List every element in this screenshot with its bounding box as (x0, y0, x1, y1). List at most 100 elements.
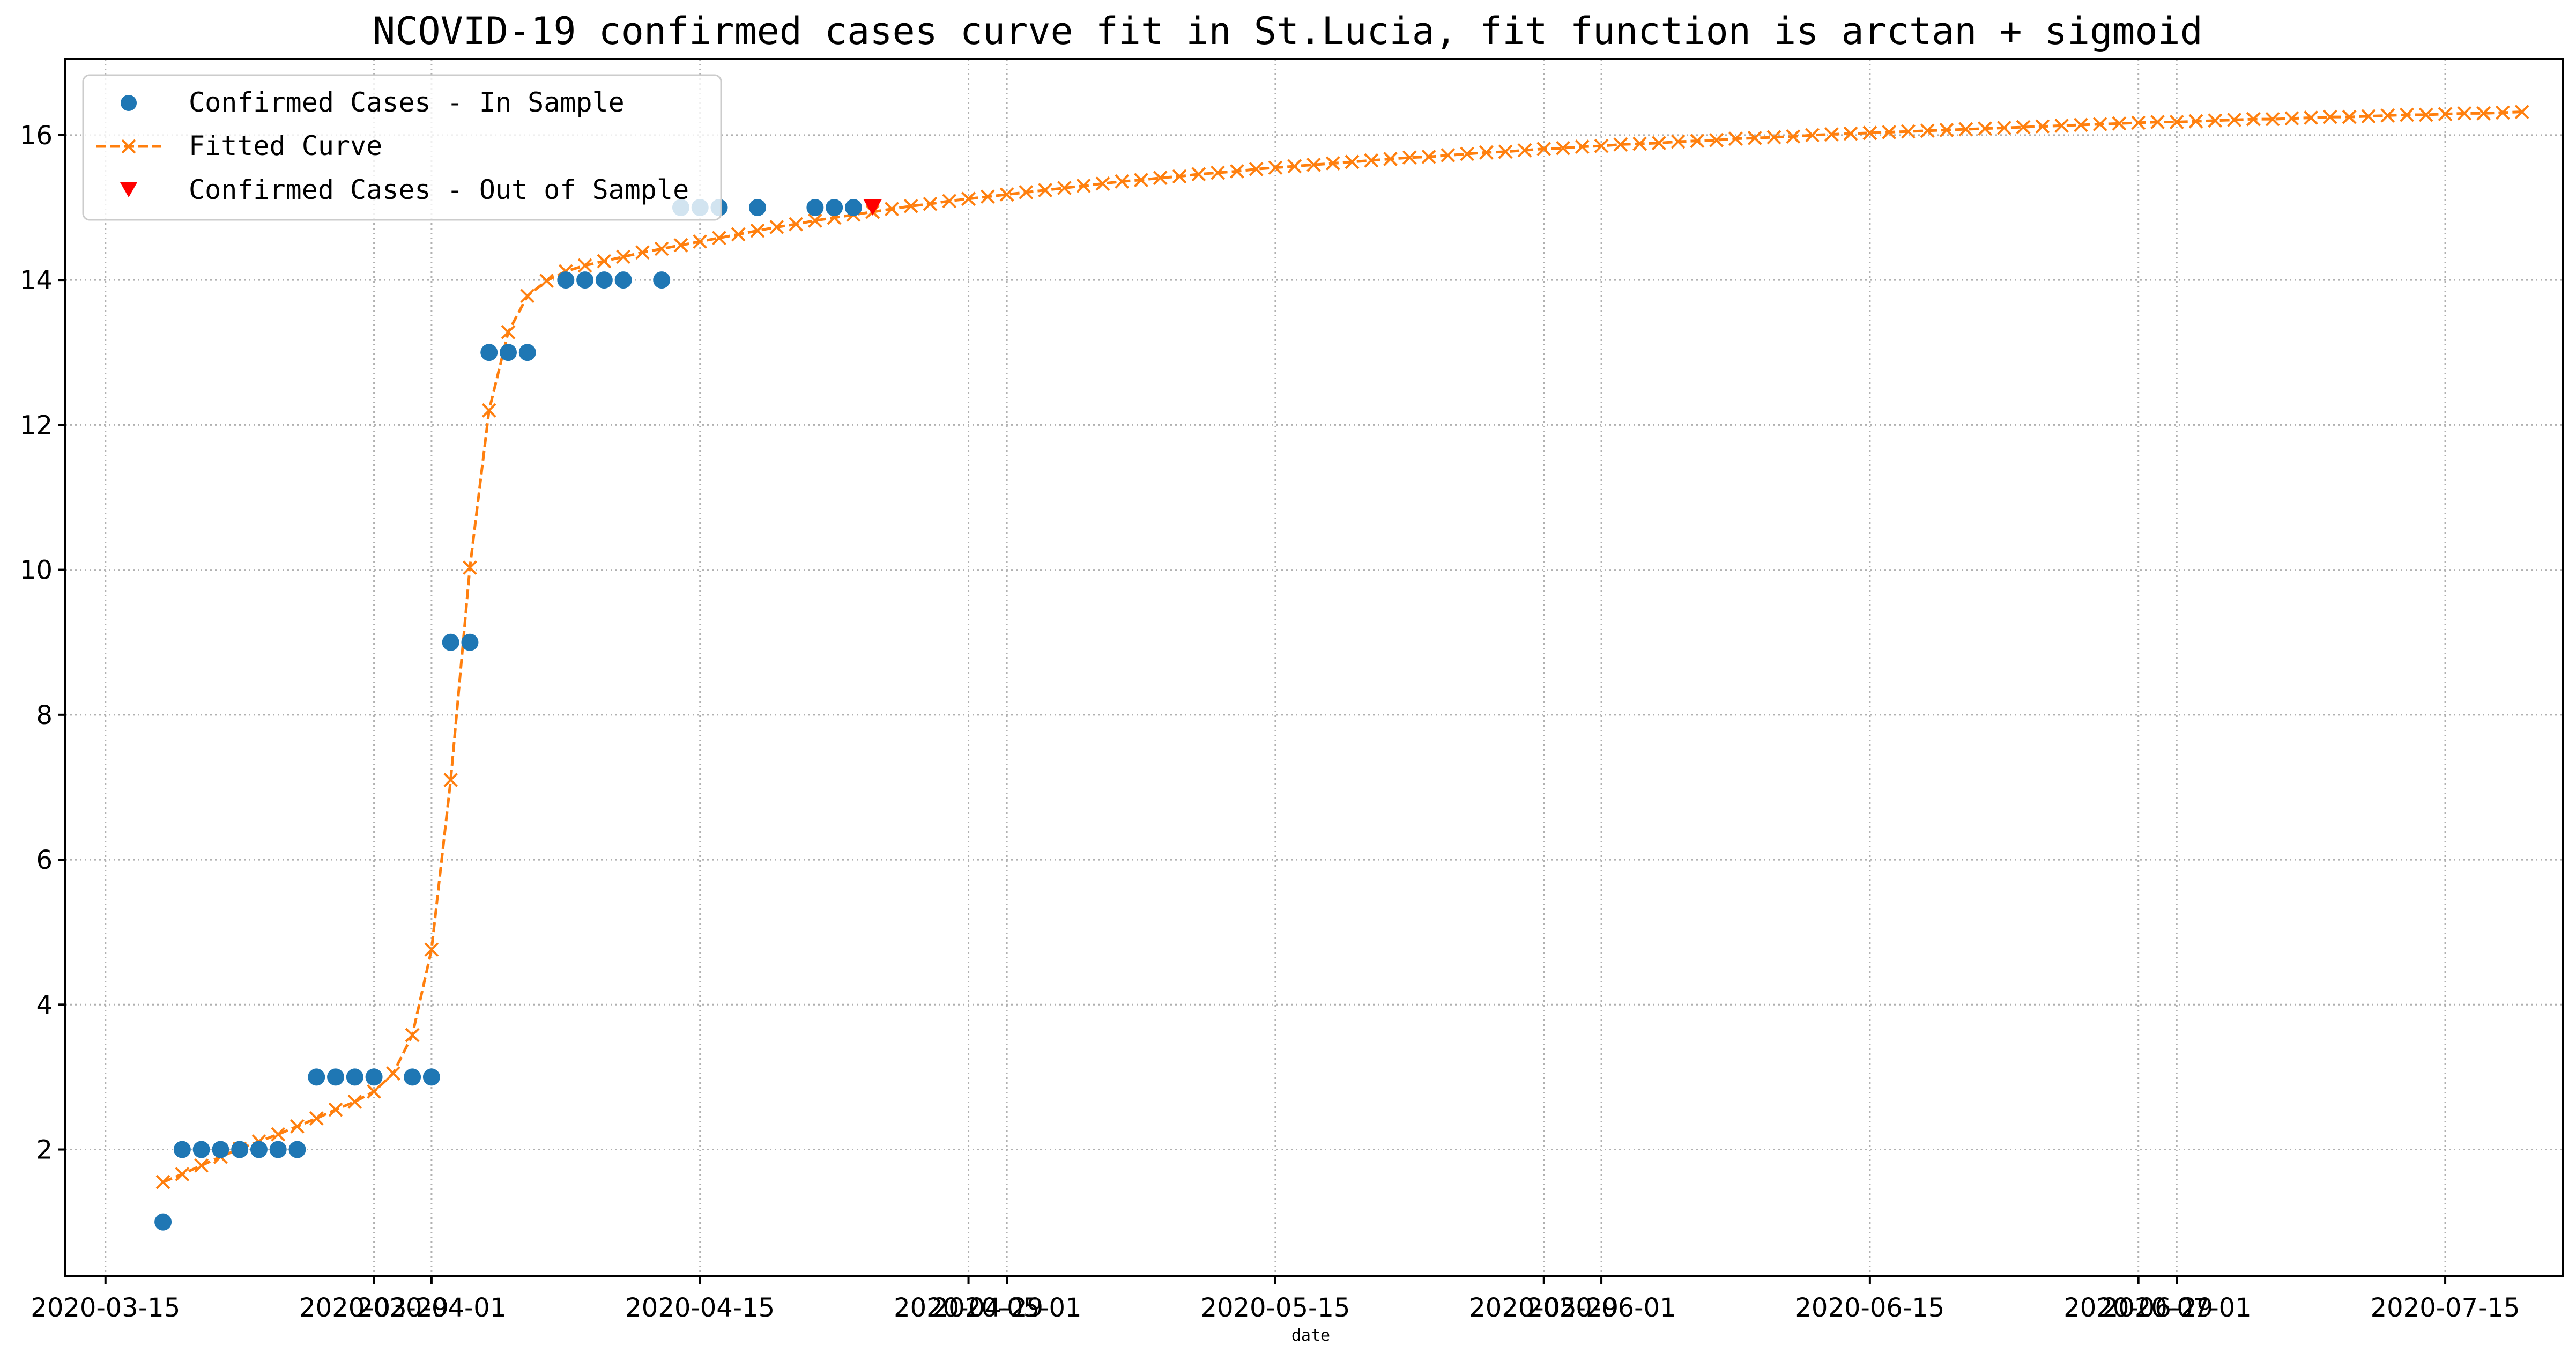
fitted-curve-marker (1038, 183, 1053, 197)
fitted-curve-marker (1690, 134, 1705, 149)
fitted-curve-marker (1594, 138, 1609, 153)
fitted-curve-marker (2169, 115, 2184, 129)
fitted-curve-marker (2227, 113, 2241, 127)
in-sample-point (749, 198, 767, 216)
fitted-curve-marker (1671, 134, 1686, 149)
y-tick-label: 4 (36, 990, 53, 1020)
y-tick-label: 12 (20, 410, 53, 440)
fitted-curve-marker (2495, 105, 2510, 120)
fitted-curve-marker (1172, 169, 1187, 184)
in-sample-point (614, 271, 632, 289)
fitted-curve-marker (1920, 123, 1935, 138)
fitted-curve-marker (405, 1028, 420, 1043)
fitted-curve-marker (194, 1158, 209, 1173)
fitted-curve-line (162, 110, 2522, 1184)
legend: Confirmed Cases - In Sample Fitted Curve… (82, 74, 722, 221)
in-sample-point (365, 1068, 383, 1086)
in-sample-point (826, 198, 843, 216)
x-tick-label: 2020-03-15 (31, 1293, 180, 1323)
fitted-curve-marker (1364, 153, 1379, 168)
legend-label-out-of-sample: Confirmed Cases - Out of Sample (189, 174, 689, 205)
in-sample-point (576, 271, 594, 289)
fitted-curve-marker (1095, 176, 1110, 191)
fitted-curve-marker (520, 289, 535, 304)
fitted-curve-marker (2208, 113, 2223, 128)
y-tick-label: 6 (36, 845, 53, 875)
fitted-curve-marker (635, 245, 650, 260)
x-tick-label: 2020-03-29 (299, 1293, 449, 1323)
x-axis-label: date (1291, 1326, 1330, 1345)
fitted-curve-marker (1153, 171, 1168, 186)
fitted-curve-marker (443, 773, 458, 787)
fitted-curve-marker (463, 560, 477, 575)
fitted-curve-marker (903, 198, 918, 213)
fitted-curve-marker (1345, 154, 1360, 169)
in-sample-point (404, 1068, 421, 1086)
legend-marker-out-of-sample (120, 182, 137, 197)
fitted-curve-marker (1402, 150, 1417, 165)
fitted-curve-marker (1843, 126, 1858, 141)
x-tick-label: 2020-04-01 (357, 1293, 506, 1323)
fitted-curve-marker (885, 202, 899, 217)
fitted-curve-marker (2284, 111, 2299, 126)
fitted-curve-marker (2016, 120, 2031, 135)
fitted-curve-marker (942, 194, 957, 209)
fitted-curve-marker (501, 324, 516, 339)
fitted-curve-marker (481, 403, 496, 418)
y-tick-label: 10 (20, 556, 53, 586)
fitted-curve-marker (309, 1111, 324, 1126)
fitted-curve-marker (2188, 114, 2203, 129)
fitted-curve-marker (328, 1102, 343, 1117)
fitted-curve-marker (2304, 110, 2319, 125)
fitted-curve-marker (673, 238, 688, 253)
fitted-curve-marker (2246, 112, 2261, 127)
fitted-curve-marker (2361, 109, 2376, 124)
fitted-curve-marker (1556, 141, 1570, 156)
fitted-curve-marker (2514, 105, 2529, 120)
x-tick-label: 2020-07-15 (2371, 1293, 2520, 1323)
fitted-curve-marker (1249, 161, 1264, 176)
fitted-curve-marker (290, 1119, 305, 1134)
fitted-curve-marker (2457, 106, 2472, 121)
plot-area (154, 105, 2529, 1231)
x-tick-label: 2020-05-01 (932, 1293, 1082, 1323)
in-sample-point (173, 1141, 191, 1158)
fitted-curve-marker (1229, 164, 1244, 179)
fitted-curve-marker (2112, 116, 2127, 131)
fitted-curve-marker (1766, 130, 1781, 145)
fitted-curve-marker (577, 258, 592, 273)
fitted-curve-marker (2150, 115, 2165, 129)
fitted-curve-marker (693, 234, 708, 249)
fitted-curve-marker (1479, 145, 1494, 160)
fitted-curve-marker (367, 1084, 382, 1099)
fitted-curve-marker (1287, 159, 1302, 174)
fitted-curve-marker (1978, 121, 1992, 136)
x-tick-label: 2020-04-15 (625, 1293, 775, 1323)
fitted-curve-marker (1191, 167, 1206, 182)
fitted-curve-marker (807, 213, 822, 228)
fitted-curve-marker (961, 191, 976, 206)
fitted-curve-marker (2380, 108, 2395, 123)
x-tick-label: 2020-06-15 (1795, 1293, 1944, 1323)
fitted-curve-marker (731, 227, 746, 242)
fitted-curve-marker (2035, 119, 2050, 134)
fitted-curve-marker (2092, 117, 2107, 132)
fitted-curve-marker (2400, 107, 2414, 122)
in-sample-point (192, 1141, 210, 1158)
y-tick-label: 8 (36, 700, 53, 730)
fitted-curve-marker (1306, 157, 1321, 172)
fitted-curve-marker (2323, 109, 2337, 124)
fitted-curve-marker (2418, 107, 2433, 122)
x-tick-label: 2020-05-29 (1469, 1293, 1619, 1323)
axes-frame (64, 58, 2564, 1277)
fitted-curve-marker (1805, 128, 1820, 143)
fitted-curve-marker (2342, 109, 2357, 124)
y-tick-label: 16 (20, 121, 53, 151)
fitted-curve-marker (1517, 143, 1532, 158)
legend-marker-fitted (121, 139, 136, 154)
legend-label-in-sample: Confirmed Cases - In Sample (189, 87, 625, 118)
fitted-curve-marker (155, 1174, 170, 1189)
chart-title: NCOVID-19 confirmed cases curve fit in S… (373, 9, 2203, 53)
